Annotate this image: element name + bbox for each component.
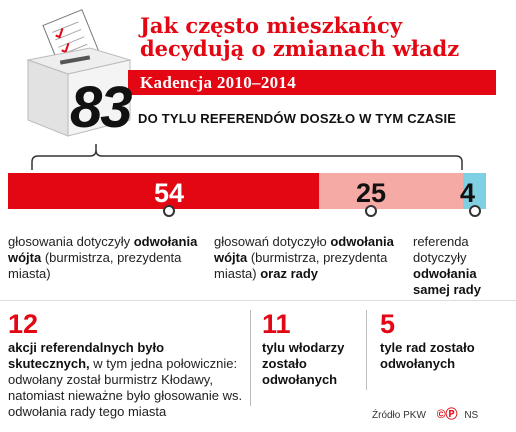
stat-text-1: akcji referendalnych było skutecznych, w…	[8, 340, 243, 419]
stat-number-3: 5	[380, 309, 396, 339]
bar-marker-3	[469, 205, 481, 217]
bar-value-3: 4	[460, 178, 476, 208]
bar-segment-2	[319, 173, 463, 209]
bar-segment-1	[8, 173, 319, 209]
bar-segment-3	[463, 173, 486, 209]
stat-text-3: tyle rad zostało odwołanych	[380, 340, 475, 371]
bar-value-1: 54	[154, 178, 185, 208]
divider	[0, 300, 516, 301]
stat-text-2: tylu włodarzy zostało odwołanych	[262, 340, 345, 387]
source-footer: Źródło PKW ©Ⓟ NS	[372, 405, 478, 422]
stat-number-2: 11	[262, 309, 291, 339]
bracket	[31, 144, 463, 170]
separator	[366, 310, 367, 390]
copyright-icon: ©Ⓟ	[436, 407, 458, 421]
total-caption: DO TYLU REFERENDÓW DOSZŁO W TYM CZASIE	[138, 111, 457, 126]
segment-desc-2: głosowań dotyczyło odwołania wójta (burm…	[214, 234, 394, 281]
bar-marker-2	[365, 205, 377, 217]
ballot-box-icon	[26, 9, 132, 137]
period-label: Kadencja 2010–2014	[140, 73, 297, 92]
chart-title: Jak często mieszkańcy decydują o zmianac…	[140, 13, 460, 61]
source-label: Źródło PKW	[372, 410, 426, 421]
bar-value-2: 25	[356, 178, 387, 208]
segment-desc-1: głosowania dotyczyły odwołania wójta (bu…	[8, 234, 198, 281]
separator	[250, 310, 251, 406]
author-credit: NS	[464, 410, 479, 421]
stat-number-1: 12	[8, 309, 39, 339]
segment-desc-3: referenda dotyczyły odwołania samej rady	[413, 234, 481, 297]
bar-marker-1	[163, 205, 175, 217]
period-band	[128, 70, 496, 95]
total-number: 83	[70, 75, 132, 140]
